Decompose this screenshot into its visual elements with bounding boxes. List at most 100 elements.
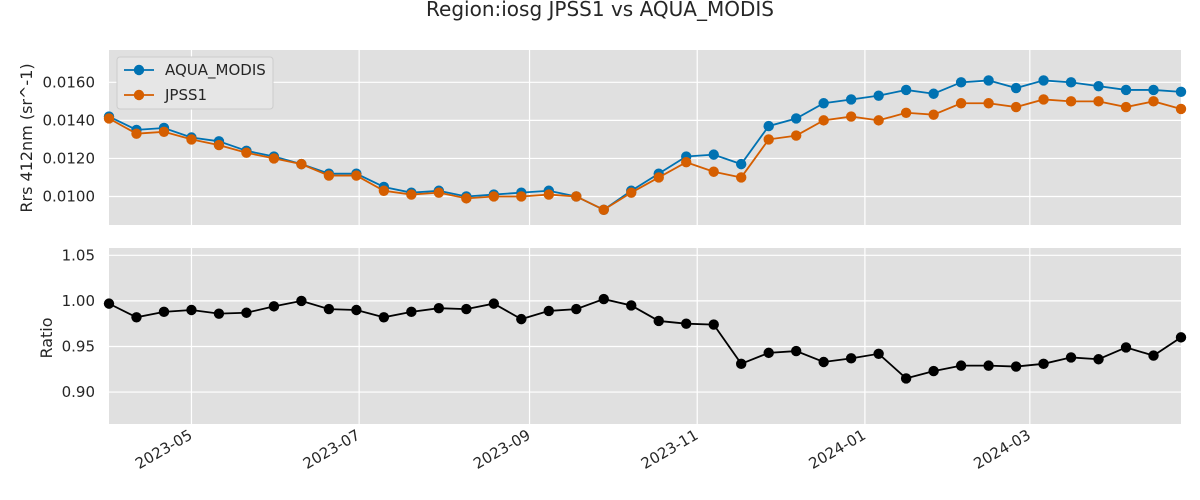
jpss1-data-point — [488, 191, 500, 202]
bottom-y-tick-label: 0.95 — [62, 337, 95, 355]
legend-label-aqua-modis: AQUA_MODIS — [165, 61, 266, 80]
jpss1-data-point — [653, 172, 664, 183]
bottom-series-group — [103, 293, 1187, 384]
top-y-tick-label: 0.0140 — [43, 111, 96, 129]
bottom-y-tick-label: 1.00 — [62, 292, 95, 310]
aqua-modis-data-point — [1120, 84, 1132, 96]
jpss1-data-point — [1038, 94, 1049, 105]
ratio-data-point — [626, 300, 637, 311]
ratio-data-point — [1175, 332, 1187, 343]
aqua-modis-data-point — [790, 113, 802, 124]
ratio-data-point — [681, 318, 692, 329]
jpss1-data-point — [1093, 96, 1104, 107]
top-series-group — [103, 75, 1187, 215]
ratio-data-point — [900, 373, 912, 384]
ratio-data-point — [1120, 342, 1132, 353]
x-tick-label: 2023-07 — [300, 426, 363, 473]
top-panel: 0.0100 0.0120 0.0140 0.0160 Rrs 412nm (sr^-… — [17, 50, 1187, 225]
aqua-modis-data-point — [708, 149, 719, 160]
ratio-data-point — [433, 302, 445, 314]
ratio-data-point — [873, 348, 884, 359]
jpss1-data-point — [351, 170, 362, 181]
aqua-modis-series-line — [108, 79, 1182, 211]
jpss1-data-point — [763, 134, 774, 145]
aqua-modis-data-point — [1148, 84, 1159, 96]
ratio-data-point — [378, 312, 390, 323]
jpss1-data-point — [681, 157, 692, 168]
ratio-data-point — [571, 303, 582, 315]
ratio-data-point — [488, 298, 500, 309]
jpss1-data-point — [1148, 96, 1159, 107]
ratio-data-point — [708, 319, 719, 330]
bottom-y-tick-label: 1.05 — [62, 246, 95, 264]
jpss1-data-point — [1175, 103, 1187, 115]
bottom-y-tick-label: 0.90 — [62, 383, 95, 401]
jpss1-data-point — [213, 139, 225, 151]
ratio-data-point — [543, 305, 554, 317]
ratio-data-point — [241, 307, 252, 318]
legend-marker-jpss1 — [133, 89, 145, 101]
aqua-modis-data-point — [900, 84, 912, 96]
ratio-series-line — [108, 298, 1182, 380]
ratio-data-point — [516, 313, 527, 325]
jpss1-data-point — [708, 166, 719, 177]
bottom-y-axis-label: Ratio — [37, 317, 56, 358]
ratio-data-point — [790, 345, 802, 357]
x-tick-label: 2024-03 — [971, 426, 1034, 473]
top-y-tick-label: 0.0100 — [43, 187, 96, 205]
jpss1-data-point — [103, 113, 115, 124]
top-gridlines — [109, 50, 1181, 225]
jpss1-data-point — [955, 98, 967, 109]
jpss1-data-point — [1010, 101, 1022, 113]
ratio-data-point — [461, 303, 472, 315]
legend-label-jpss1: JPSS1 — [164, 86, 207, 104]
jpss1-series-line — [108, 98, 1182, 211]
jpss1-data-point — [406, 189, 417, 200]
aqua-modis-data-point — [763, 120, 774, 132]
ratio-data-point — [158, 306, 170, 318]
x-tick-label: 2024-01 — [806, 426, 869, 473]
x-tick-label: 2023-09 — [470, 426, 533, 473]
jpss1-data-point — [323, 170, 335, 181]
bottom-y-tick-labels: 0.90 0.95 1.00 1.05 — [62, 246, 95, 401]
x-tick-label: 2023-11 — [638, 426, 701, 473]
aqua-modis-data-point — [1093, 80, 1104, 92]
jpss1-data-point — [790, 130, 802, 141]
ratio-data-point — [736, 358, 747, 370]
ratio-data-point — [213, 308, 225, 319]
ratio-data-point — [928, 365, 939, 377]
jpss1-data-point — [845, 111, 857, 122]
ratio-data-point — [955, 360, 967, 371]
ratio-data-point — [1038, 358, 1049, 370]
top-y-tick-label: 0.0160 — [43, 73, 96, 91]
ratio-data-point — [186, 304, 197, 316]
jpss1-data-point — [433, 187, 445, 198]
ratio-data-point — [296, 295, 307, 307]
chart-title: Region:iosg JPSS1 vs AQUA_MODIS — [426, 0, 774, 21]
aqua-modis-data-point — [736, 158, 747, 170]
jpss1-data-point — [186, 134, 197, 145]
ratio-data-point — [763, 347, 774, 359]
ratio-data-point — [268, 301, 280, 312]
jpss1-data-point — [736, 172, 747, 183]
bottom-panel-background — [109, 248, 1181, 424]
ratio-data-point — [131, 312, 142, 323]
jpss1-data-point — [543, 189, 554, 200]
jpss1-data-point — [158, 126, 170, 137]
jpss1-data-point — [131, 128, 142, 139]
ratio-data-point — [653, 315, 664, 327]
aqua-modis-data-point — [1010, 82, 1022, 94]
ratio-data-point — [1010, 361, 1022, 372]
x-tick-labels: 2023-05 2023-07 2023-09 2023-11 2024-01 2024-… — [132, 426, 1034, 473]
jpss1-data-point — [983, 98, 994, 109]
jpss1-data-point — [928, 109, 939, 120]
aqua-modis-data-point — [873, 90, 884, 101]
jpss1-data-point — [818, 115, 829, 126]
jpss1-data-point — [516, 191, 527, 202]
jpss1-data-point — [378, 185, 390, 196]
top-y-tick-labels: 0.0100 0.0120 0.0140 0.0160 — [43, 73, 96, 205]
jpss1-data-point — [241, 147, 252, 158]
top-panel-background — [109, 50, 1181, 225]
aqua-modis-data-point — [1175, 86, 1187, 98]
